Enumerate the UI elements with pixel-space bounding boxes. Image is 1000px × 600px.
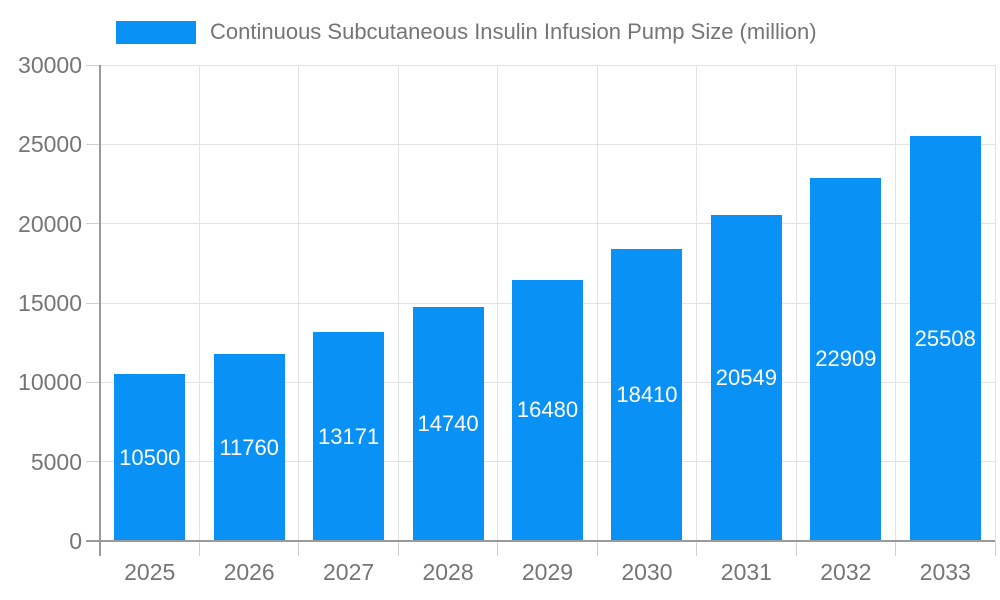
x-axis-tick	[596, 541, 598, 556]
x-tick-label: 2029	[521, 559, 574, 585]
x-tick-label: 2027	[323, 559, 375, 585]
y-tick-label: 5000	[30, 448, 82, 475]
legend-swatch	[116, 20, 196, 44]
bar-value-label: 11760	[219, 434, 279, 460]
x-gridline	[895, 65, 897, 541]
bar-2031[interactable]	[710, 214, 782, 541]
x-gridline	[696, 65, 698, 541]
bar-2025[interactable]	[114, 374, 186, 541]
x-gridline	[596, 65, 598, 541]
bar-value-label: 14740	[417, 411, 479, 437]
x-tick-label: 2032	[820, 559, 872, 585]
y-axis-tick	[86, 381, 100, 383]
x-gridline	[397, 65, 399, 541]
y-gridline	[100, 223, 995, 225]
y-tick-label: 15000	[18, 290, 82, 316]
bar-2027[interactable]	[313, 332, 385, 541]
y-axis-tick	[86, 302, 100, 304]
y-axis-line	[99, 65, 101, 556]
x-gridline	[795, 65, 797, 541]
x-gridline	[198, 65, 200, 541]
bar-value-label: 18410	[616, 381, 678, 407]
x-gridline	[994, 65, 996, 541]
x-tick-label: 2031	[720, 559, 772, 585]
y-axis-tick	[86, 223, 100, 225]
x-tick-label: 2025	[124, 559, 176, 585]
x-tick-label: 2028	[422, 559, 474, 585]
y-gridline	[100, 64, 995, 66]
x-tick-label: 2026	[223, 559, 275, 585]
x-axis-tick	[696, 541, 698, 556]
y-gridline	[100, 143, 995, 145]
bar-2028[interactable]	[412, 307, 484, 541]
y-tick-label: 30000	[18, 52, 82, 78]
y-axis-tick	[86, 143, 100, 145]
bar-value-label: 10500	[119, 444, 181, 470]
bar-2030[interactable]	[611, 248, 683, 541]
x-axis-tick	[497, 541, 499, 556]
bar-value-label: 13171	[318, 423, 380, 449]
x-axis-line	[86, 540, 995, 542]
x-axis-tick	[397, 541, 399, 556]
y-tick-label: 25000	[18, 131, 82, 158]
x-axis-tick	[298, 541, 300, 556]
y-axis-tick	[86, 461, 100, 463]
x-axis-tick	[895, 541, 897, 556]
bar-value-label: 16480	[516, 397, 579, 423]
y-axis-tick	[86, 64, 100, 66]
bar-2029[interactable]	[512, 279, 583, 541]
bar-value-label: 25508	[914, 325, 976, 351]
bar-2026[interactable]	[213, 354, 285, 541]
y-tick-label: 0	[69, 528, 82, 554]
x-axis-tick	[994, 541, 996, 556]
bar-value-label: 20549	[715, 364, 777, 390]
x-tick-label: 2033	[919, 559, 971, 585]
bar-2032[interactable]	[810, 177, 882, 541]
x-gridline	[298, 65, 300, 541]
bar-2033[interactable]	[909, 136, 981, 541]
legend[interactable]: Continuous Subcutaneous Insulin Infusion…	[116, 18, 817, 46]
x-gridline	[497, 65, 499, 541]
bar-value-label: 22909	[815, 346, 877, 372]
y-tick-label: 20000	[18, 210, 82, 237]
x-axis-tick	[198, 541, 200, 556]
legend-label: Continuous Subcutaneous Insulin Infusion…	[210, 19, 817, 44]
x-tick-label: 2030	[621, 559, 673, 585]
x-axis-tick	[795, 541, 797, 556]
y-tick-label: 10000	[18, 369, 82, 396]
